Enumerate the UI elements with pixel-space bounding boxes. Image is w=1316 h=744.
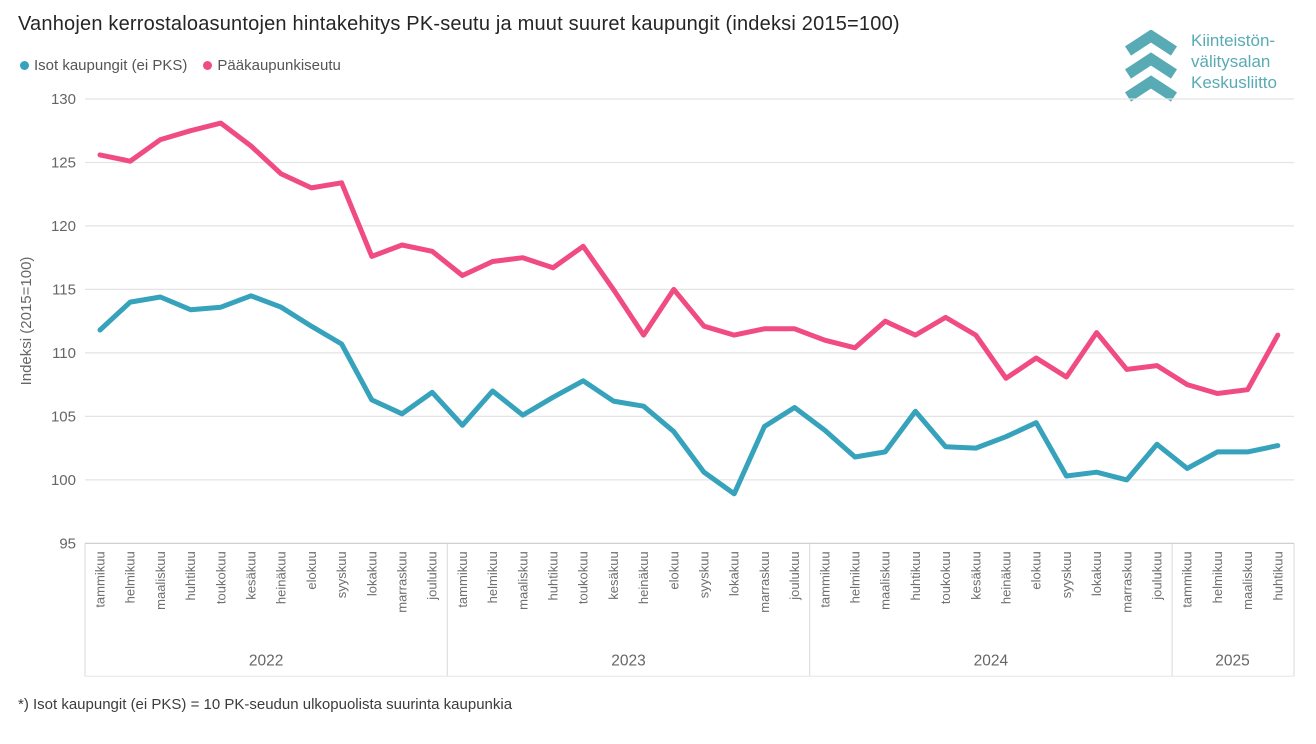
x-tick-label: toukokuu bbox=[938, 551, 953, 604]
x-tick-label: marraskuu bbox=[757, 551, 772, 612]
triple-chevron-up-icon bbox=[1124, 30, 1178, 102]
year-label: 2023 bbox=[611, 652, 645, 669]
x-tick-label: maaliskuu bbox=[878, 551, 893, 610]
legend-marker-isot-kaupungit-icon bbox=[20, 61, 29, 70]
y-tick-label: 130 bbox=[51, 91, 76, 108]
x-tick-label: kesäkuu bbox=[968, 551, 983, 599]
year-label: 2022 bbox=[249, 652, 283, 669]
x-tick-label: toukokuu bbox=[576, 551, 591, 604]
x-tick-label: helmikuu bbox=[485, 551, 500, 603]
x-tick-label: lokakuu bbox=[1089, 551, 1104, 596]
y-tick-label: 125 bbox=[51, 155, 76, 172]
x-tick-label: elokuu bbox=[304, 551, 319, 589]
x-tick-label: lokakuu bbox=[364, 551, 379, 596]
y-tick-label: 120 bbox=[51, 218, 76, 235]
x-tick-label: helmikuu bbox=[123, 551, 138, 603]
y-tick-label: 115 bbox=[52, 281, 76, 298]
x-tick-label: huhtikuu bbox=[546, 551, 561, 600]
y-tick-label: 95 bbox=[59, 535, 76, 552]
legend: Isot kaupungit (ei PKS) Pääkaupunkiseutu bbox=[20, 57, 341, 74]
x-tick-label: elokuu bbox=[1029, 551, 1044, 589]
y-tick-label: 110 bbox=[52, 345, 76, 362]
legend-item-isot-kaupungit[interactable]: Isot kaupungit (ei PKS) bbox=[20, 57, 187, 74]
x-tick-label: heinäkuu bbox=[999, 551, 1014, 604]
x-tick-label: toukokuu bbox=[213, 551, 228, 604]
legend-label-paakaupunkiseutu: Pääkaupunkiseutu bbox=[217, 57, 341, 74]
x-tick-label: joulukuu bbox=[425, 551, 440, 600]
x-tick-label: tammikuu bbox=[1180, 551, 1195, 607]
logo-text-line-3: Keskusliitto bbox=[1191, 73, 1277, 92]
x-tick-label: maaliskuu bbox=[1240, 551, 1255, 610]
logo-text-line-1: Kiinteistön- bbox=[1191, 31, 1276, 50]
x-tick-label: marraskuu bbox=[1119, 551, 1134, 612]
y-tick-label: 105 bbox=[51, 408, 76, 425]
year-label: 2024 bbox=[974, 652, 1009, 669]
x-tick-label: elokuu bbox=[666, 551, 681, 589]
x-tick-label: huhtikuu bbox=[1270, 551, 1285, 600]
year-label: 2025 bbox=[1215, 652, 1249, 669]
y-tick-label: 100 bbox=[51, 472, 76, 489]
footnote: *) Isot kaupungit (ei PKS) = 10 PK-seudu… bbox=[18, 696, 513, 713]
logo-kiinteistonvalitysalan-keskusliitto: Kiinteistön- välitysalan Keskusliitto bbox=[1122, 30, 1277, 104]
x-tick-label: helmikuu bbox=[848, 551, 863, 603]
x-tick-label: huhtikuu bbox=[908, 551, 923, 600]
x-tick-label: syyskuu bbox=[1059, 551, 1074, 598]
x-tick-label: joulukuu bbox=[1150, 551, 1165, 600]
x-tick-label: helmikuu bbox=[1210, 551, 1225, 603]
x-tick-label: tammikuu bbox=[93, 551, 108, 607]
x-tick-label: kesäkuu bbox=[244, 551, 259, 599]
x-tick-label: maaliskuu bbox=[153, 551, 168, 610]
x-tick-label: tammikuu bbox=[817, 551, 832, 607]
x-tick-label: maaliskuu bbox=[515, 551, 530, 610]
x-tick-label: syyskuu bbox=[334, 551, 349, 598]
x-tick-label: joulukuu bbox=[787, 551, 802, 600]
series-line-isot-kaupungit[interactable] bbox=[97, 293, 1281, 497]
x-tick-label: kesäkuu bbox=[606, 551, 621, 599]
x-tick-label: lokakuu bbox=[727, 551, 742, 596]
logo-text-line-2: välitysalan bbox=[1191, 52, 1271, 71]
y-axis-title: Indeksi (2015=100) bbox=[18, 257, 35, 386]
x-tick-label: huhtikuu bbox=[183, 551, 198, 600]
legend-label-isot-kaupungit: Isot kaupungit (ei PKS) bbox=[34, 57, 188, 74]
x-tick-label: tammikuu bbox=[455, 551, 470, 607]
logo-text: Kiinteistön- välitysalan Keskusliitto bbox=[1191, 30, 1277, 93]
x-tick-label: heinäkuu bbox=[274, 551, 289, 604]
series-line-paakaupunkiseutu[interactable] bbox=[97, 120, 1281, 396]
x-tick-label: syyskuu bbox=[697, 551, 712, 598]
legend-item-paakaupunkiseutu[interactable]: Pääkaupunkiseutu bbox=[203, 57, 341, 74]
x-tick-label: heinäkuu bbox=[636, 551, 651, 604]
page-title: Vanhojen kerrostaloasuntojen hintakehity… bbox=[18, 13, 900, 35]
legend-marker-paakaupunkiseutu-icon bbox=[203, 61, 213, 70]
x-tick-label: marraskuu bbox=[395, 551, 410, 612]
